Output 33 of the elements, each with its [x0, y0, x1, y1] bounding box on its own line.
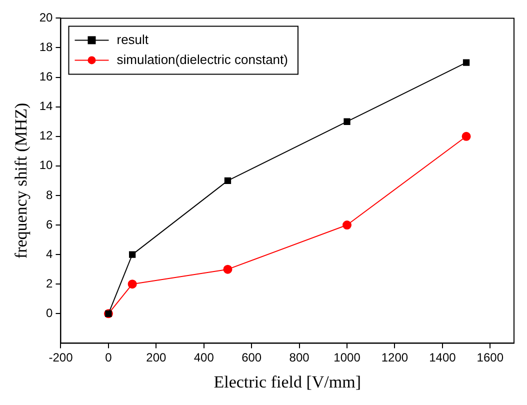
point [224, 177, 232, 184]
y-tick-label: 16 [39, 70, 54, 84]
point [462, 59, 470, 66]
y-tick-label: 2 [46, 276, 54, 290]
point [462, 132, 471, 141]
legend-label: simulation(dielectric constant) [116, 52, 288, 67]
y-tick-label: 10 [39, 158, 54, 172]
x-tick-label: 0 [105, 350, 112, 365]
y-tick-label: 14 [39, 99, 54, 114]
x-tick-label: 200 [146, 350, 166, 365]
x-tick-label: 600 [242, 350, 262, 365]
point [342, 220, 352, 230]
y-axis-title: frequency shift (MHZ) [12, 102, 31, 259]
y-tick-label: 18 [39, 40, 54, 54]
x-tick-label: 1400 [429, 350, 456, 365]
x-tick-label: -200 [48, 350, 74, 365]
x-tick-label: 400 [194, 350, 214, 365]
point [128, 251, 136, 258]
y-tick-label: 4 [46, 246, 54, 261]
y-tick-label: 6 [46, 217, 54, 232]
y-tick-label: 12 [39, 128, 54, 143]
x-tick-label: 1200 [381, 350, 408, 365]
point [344, 118, 350, 125]
point [128, 280, 137, 289]
point [223, 264, 232, 274]
x-tick-label: 1000 [334, 350, 361, 365]
y-tick-label: 0 [46, 306, 54, 320]
x-tick-label: 1600 [476, 350, 504, 365]
x-tick-label: 800 [289, 350, 310, 365]
y-tick-label: 20 [39, 10, 54, 25]
legend-label: result [116, 32, 149, 47]
x-axis-title: Electric field [V/mm] [214, 372, 362, 392]
y-tick-label: 8 [46, 188, 54, 202]
